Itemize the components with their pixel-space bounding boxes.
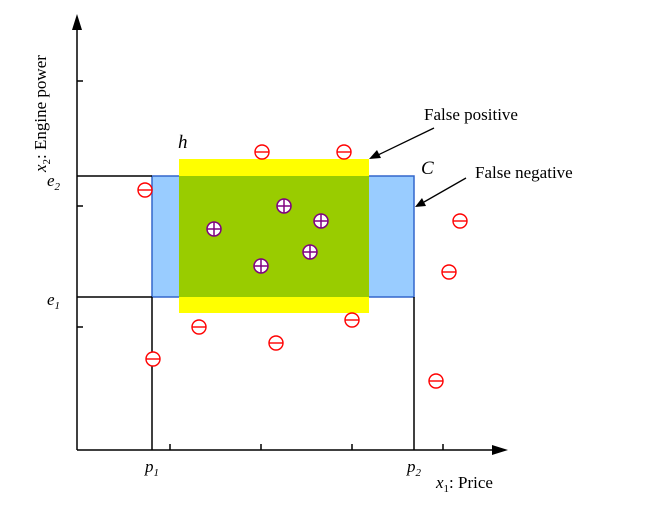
negative-example: [145, 351, 161, 367]
false-positive-arrowhead: [369, 150, 381, 159]
p2-tick-label: p2: [406, 457, 422, 479]
hypothesis-label: h: [178, 132, 188, 153]
false-positive-arrow-line: [377, 127, 435, 156]
false-negative-arrowhead: [415, 198, 426, 207]
axes: [76, 26, 498, 451]
negative-example: [441, 264, 457, 280]
negative-example: [268, 335, 284, 351]
x-axis-ticks: [169, 444, 444, 450]
y-axis-ticks: [77, 80, 83, 328]
positive-example: [276, 198, 292, 214]
negative-example: [137, 182, 153, 198]
false-positive-label: False positive: [424, 105, 518, 124]
positive-example: [302, 244, 318, 260]
negative-example: [344, 312, 360, 328]
positive-examples: [206, 198, 329, 274]
y-axis-arrowhead: [72, 14, 82, 30]
false-negative-label: False negative: [475, 163, 573, 182]
p1-tick-label: p1: [144, 457, 159, 479]
concept-label: C: [421, 158, 434, 179]
negative-example: [191, 319, 207, 335]
e2-tick-label: e2: [47, 171, 61, 193]
positive-example: [313, 213, 329, 229]
guide-lines: [77, 175, 415, 450]
negative-example: [254, 144, 270, 160]
negative-example: [452, 213, 468, 229]
positive-example: [206, 221, 222, 237]
negative-example: [336, 144, 352, 160]
positive-example: [253, 258, 269, 274]
overlap-region: [179, 176, 369, 297]
x-axis-label: x1: Price: [435, 473, 493, 495]
y-axis-label: x2: Engine power: [31, 55, 53, 173]
x-axis-arrowhead: [492, 445, 508, 455]
false-negative-arrow-line: [423, 177, 467, 203]
negative-examples: [137, 144, 468, 389]
negative-example: [428, 373, 444, 389]
e1-tick-label: e1: [47, 290, 60, 312]
